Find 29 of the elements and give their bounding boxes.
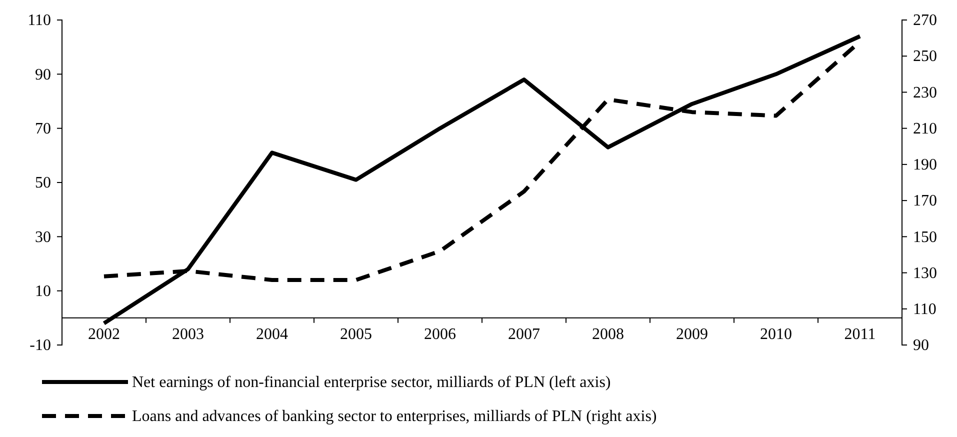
- legend-label: Net earnings of non-financial enterprise sector, milliards of PLN (left axis): [132, 374, 611, 391]
- y2-tick-label: 130: [913, 264, 937, 282]
- x-tick-label: 2010: [760, 326, 792, 343]
- y2-tick-label: 150: [913, 228, 937, 246]
- x-tick-label: 2002: [88, 326, 120, 343]
- legend-label: Loans and advances of banking sector to enterprises, milliards of PLN (right axis): [132, 408, 657, 425]
- x-tick-label: 2007: [508, 326, 540, 343]
- x-tick-label: 2011: [844, 326, 876, 343]
- x-tick-label: 2009: [676, 326, 708, 343]
- y-tick-label: 10: [35, 282, 51, 300]
- y-tick-label: 50: [35, 174, 51, 192]
- x-tick-label: 2006: [424, 326, 456, 343]
- y-tick-label: 90: [35, 66, 51, 84]
- y2-tick-label: 190: [913, 156, 937, 174]
- y2-tick-label: 210: [913, 120, 937, 138]
- y2-tick-label: 250: [913, 48, 937, 66]
- y2-tick-label: 170: [913, 192, 937, 210]
- x-tick-label: 2003: [172, 326, 204, 343]
- x-tick-label: 2004: [256, 326, 288, 343]
- x-tick-label: 2008: [592, 326, 624, 343]
- x-tick-label: 2005: [340, 326, 372, 343]
- y-tick-label: 70: [35, 120, 51, 138]
- y2-tick-label: 230: [913, 84, 937, 102]
- y2-tick-label: 90: [913, 337, 929, 354]
- y2-tick-label: 270: [913, 12, 937, 30]
- y2-tick-label: 110: [913, 301, 936, 318]
- y-tick-label: 110: [28, 12, 51, 30]
- y-tick-label: 30: [35, 228, 51, 246]
- y-tick-label: -10: [30, 337, 51, 354]
